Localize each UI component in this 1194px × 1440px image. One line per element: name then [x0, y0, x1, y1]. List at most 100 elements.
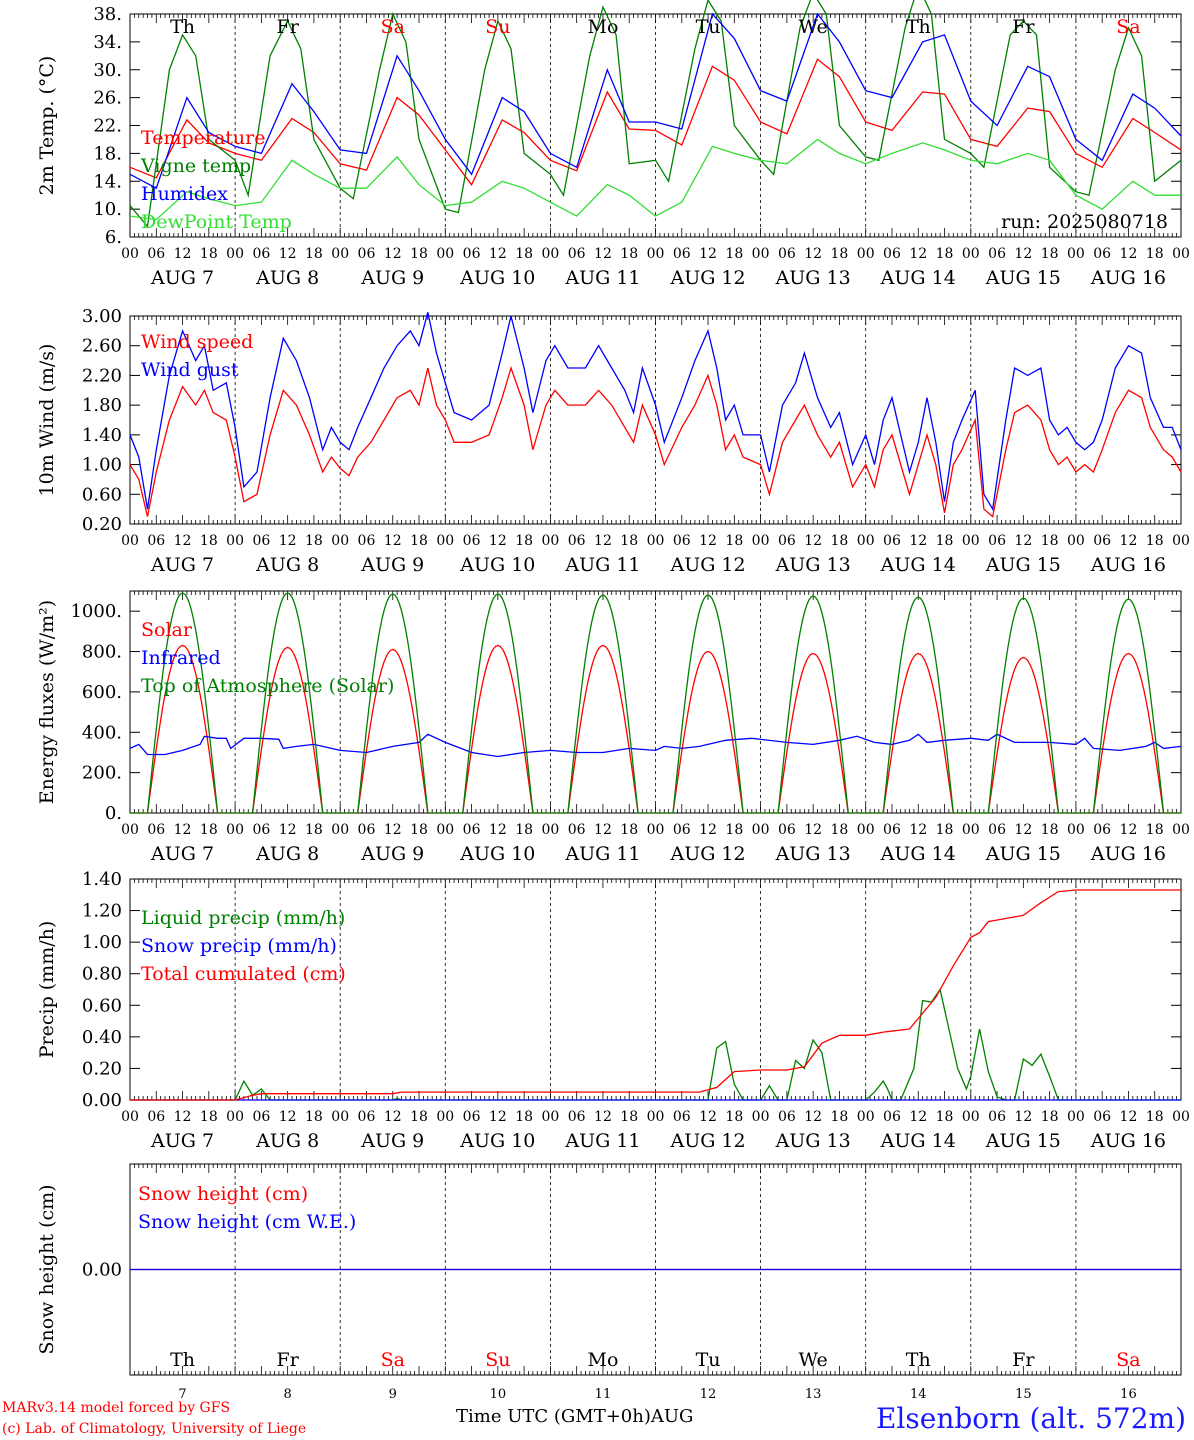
hour-tick-label: 06	[252, 533, 270, 549]
hour-tick-label: 18	[410, 246, 428, 262]
legend-entry: Snow precip (mm/h)	[141, 935, 337, 957]
hour-tick-label: 12	[909, 822, 927, 838]
y-tick-label: 10.	[93, 199, 122, 220]
hour-tick-label: 12	[384, 1109, 402, 1125]
hour-tick-label: 00	[121, 533, 139, 549]
hour-tick-label: 18	[200, 822, 218, 838]
y-tick-label: 0.00	[82, 1090, 122, 1111]
hour-tick-label: 12	[1014, 822, 1032, 838]
hour-tick-label: 18	[305, 533, 323, 549]
hour-tick-label: 12	[1120, 1109, 1138, 1125]
series-line-total-cumulated-cm-	[130, 889, 1181, 1101]
legend-entry: Temperature	[141, 127, 265, 149]
date-label: AUG 10	[459, 267, 535, 289]
date-label: AUG 12	[669, 554, 745, 576]
date-label: AUG 11	[564, 1130, 640, 1152]
legend-entry: Vigne temp	[140, 155, 251, 177]
hour-tick-label: 18	[725, 533, 743, 549]
hour-tick-label: 06	[252, 822, 270, 838]
day-abbr-label: Mo	[587, 16, 618, 38]
legend-entry: Wind speed	[141, 331, 253, 353]
legend-entry: Wind gust	[141, 359, 239, 381]
y-tick-label: 18.	[93, 143, 122, 164]
hour-tick-label: 06	[463, 533, 481, 549]
model-credit: MARv3.14 model forced by GFS	[2, 1400, 231, 1416]
hour-tick-label: 18	[305, 1109, 323, 1125]
hour-tick-label: 06	[988, 533, 1006, 549]
hour-tick-label: 00	[752, 246, 770, 262]
hour-tick-label: 18	[831, 1109, 849, 1125]
date-label: AUG 16	[1090, 1130, 1166, 1152]
day-abbr-label: Su	[485, 16, 510, 38]
y-tick-label: 34.	[93, 32, 122, 53]
hour-tick-label: 00	[436, 1109, 454, 1125]
date-label: AUG 9	[360, 554, 424, 576]
hour-tick-label: 06	[883, 246, 901, 262]
hour-tick-label: 00	[226, 1109, 244, 1125]
hour-tick-label: 06	[147, 1109, 165, 1125]
legend-entry: Total cumulated (cm)	[141, 963, 346, 985]
hour-tick-label: 00	[1172, 246, 1190, 262]
hour-tick-label: 18	[1146, 533, 1164, 549]
day-abbr-label: Fr	[1012, 16, 1035, 38]
hour-tick-label: 06	[463, 822, 481, 838]
date-label: AUG 11	[564, 267, 640, 289]
date-label: AUG 14	[880, 554, 956, 576]
hour-tick-label: 18	[515, 533, 533, 549]
hour-tick-label: 18	[200, 1109, 218, 1125]
day-number-label: 14	[910, 1387, 927, 1402]
hour-tick-label: 12	[174, 246, 192, 262]
hour-tick-label: 00	[226, 246, 244, 262]
hour-tick-label: 06	[673, 822, 691, 838]
date-label: AUG 8	[255, 554, 319, 576]
date-label: AUG 15	[985, 843, 1061, 865]
hour-tick-label: 18	[936, 1109, 954, 1125]
hour-tick-label: 18	[1041, 246, 1059, 262]
hour-tick-label: 00	[857, 246, 875, 262]
day-number-label: 12	[700, 1387, 717, 1402]
hour-tick-label: 06	[988, 1109, 1006, 1125]
date-label: AUG 13	[775, 843, 851, 865]
hour-tick-label: 06	[568, 1109, 586, 1125]
hour-tick-label: 18	[831, 822, 849, 838]
y-tick-label: 1.00	[82, 455, 122, 476]
hour-tick-label: 18	[515, 1109, 533, 1125]
hour-tick-label: 12	[489, 822, 507, 838]
y-tick-label: 0.20	[82, 1058, 122, 1079]
legend-entry: Infrared	[141, 647, 221, 669]
date-label: AUG 15	[985, 1130, 1061, 1152]
hour-tick-label: 12	[174, 1109, 192, 1125]
hour-tick-label: 00	[226, 822, 244, 838]
hour-tick-label: 18	[1146, 822, 1164, 838]
hour-tick-label: 06	[673, 1109, 691, 1125]
hour-tick-label: 06	[883, 533, 901, 549]
hour-tick-label: 12	[279, 822, 297, 838]
hour-tick-label: 00	[857, 1109, 875, 1125]
hour-tick-label: 06	[463, 1109, 481, 1125]
hour-tick-label: 00	[436, 533, 454, 549]
hour-tick-label: 06	[778, 822, 796, 838]
hour-tick-label: 00	[541, 246, 559, 262]
hour-tick-label: 06	[252, 246, 270, 262]
hour-tick-label: 12	[489, 1109, 507, 1125]
y-tick-label: 1000.	[70, 601, 122, 622]
legend-entry: Snow height (cm W.E.)	[138, 1211, 356, 1233]
hour-tick-label: 12	[384, 822, 402, 838]
hour-tick-label: 12	[489, 533, 507, 549]
hour-tick-label: 00	[121, 1109, 139, 1125]
hour-tick-label: 18	[1041, 822, 1059, 838]
date-label: AUG 11	[564, 843, 640, 865]
date-label: AUG 8	[255, 267, 319, 289]
hour-tick-label: 00	[436, 822, 454, 838]
hour-tick-label: 06	[358, 1109, 376, 1125]
hour-tick-label: 18	[620, 533, 638, 549]
y-tick-label: 1.40	[82, 425, 122, 446]
date-label: AUG 12	[669, 1130, 745, 1152]
hour-tick-label: 12	[594, 533, 612, 549]
y-tick-label: 26.	[93, 88, 122, 109]
hour-tick-label: 18	[200, 246, 218, 262]
hour-tick-label: 06	[778, 1109, 796, 1125]
hour-tick-label: 18	[620, 822, 638, 838]
hour-tick-label: 12	[804, 1109, 822, 1125]
